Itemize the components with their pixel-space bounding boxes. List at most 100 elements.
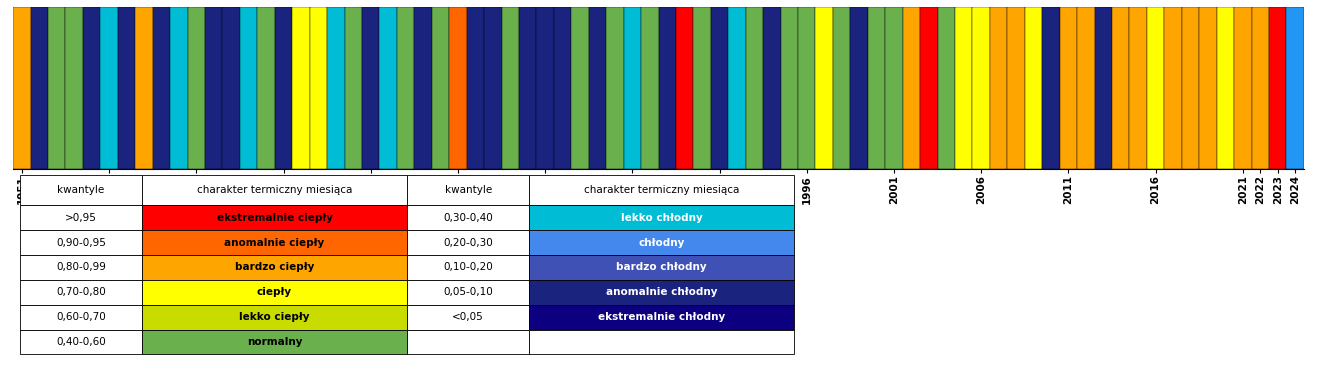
Text: anomalnie ciepły: anomalnie ciepły bbox=[224, 237, 325, 247]
Bar bbox=[693, 7, 711, 169]
Bar bbox=[13, 7, 30, 169]
Bar bbox=[257, 7, 275, 169]
Bar bbox=[1200, 7, 1217, 169]
Text: ekstremalnie ciepły: ekstremalnie ciepły bbox=[216, 213, 332, 223]
Bar bbox=[47, 7, 66, 169]
Bar bbox=[711, 7, 728, 169]
Bar bbox=[1181, 7, 1200, 169]
Bar bbox=[745, 7, 763, 169]
Bar bbox=[20, 305, 142, 329]
Bar bbox=[309, 7, 327, 169]
Text: kwantyle: kwantyle bbox=[445, 185, 491, 195]
Bar bbox=[885, 7, 902, 169]
Bar bbox=[20, 280, 142, 305]
Bar bbox=[519, 7, 536, 169]
Text: bardzo ciepły: bardzo ciepły bbox=[234, 262, 315, 272]
Bar bbox=[502, 7, 519, 169]
Bar bbox=[415, 7, 432, 169]
Bar bbox=[815, 7, 832, 169]
Bar bbox=[536, 7, 554, 169]
Bar bbox=[554, 7, 572, 169]
Bar bbox=[20, 329, 142, 354]
Bar bbox=[327, 7, 345, 169]
Text: 0,20-0,30: 0,20-0,30 bbox=[444, 237, 493, 247]
Bar bbox=[275, 7, 292, 169]
Bar bbox=[292, 7, 309, 169]
Bar bbox=[20, 175, 142, 205]
Bar bbox=[798, 7, 815, 169]
Bar bbox=[955, 7, 972, 169]
Bar bbox=[1094, 7, 1112, 169]
Text: 0,40-0,60: 0,40-0,60 bbox=[57, 337, 105, 347]
Text: charakter termiczny miesiąca: charakter termiczny miesiąca bbox=[196, 185, 352, 195]
Text: 0,05-0,10: 0,05-0,10 bbox=[444, 287, 493, 297]
Bar bbox=[832, 7, 851, 169]
Text: lekko chłodny: lekko chłodny bbox=[620, 213, 702, 223]
Bar bbox=[529, 255, 794, 280]
Bar bbox=[100, 7, 117, 169]
Bar bbox=[624, 7, 641, 169]
Text: 0,10-0,20: 0,10-0,20 bbox=[444, 262, 493, 272]
Bar bbox=[1234, 7, 1251, 169]
Bar bbox=[868, 7, 885, 169]
Bar bbox=[117, 7, 136, 169]
Bar bbox=[641, 7, 658, 169]
Bar bbox=[728, 7, 745, 169]
Bar bbox=[205, 7, 223, 169]
Bar bbox=[407, 175, 529, 205]
Bar bbox=[407, 280, 529, 305]
Bar bbox=[1025, 7, 1042, 169]
Bar bbox=[407, 305, 529, 329]
Text: 0,60-0,70: 0,60-0,70 bbox=[57, 312, 105, 322]
Bar bbox=[407, 329, 529, 354]
Text: 0,80-0,99: 0,80-0,99 bbox=[57, 262, 105, 272]
Bar bbox=[142, 255, 407, 280]
Bar bbox=[529, 305, 794, 329]
Bar bbox=[142, 230, 407, 255]
Bar bbox=[142, 205, 407, 230]
Bar bbox=[407, 255, 529, 280]
Bar bbox=[432, 7, 449, 169]
Bar bbox=[466, 7, 485, 169]
Bar bbox=[407, 230, 529, 255]
Bar bbox=[851, 7, 868, 169]
Bar bbox=[529, 329, 794, 354]
Bar bbox=[1042, 7, 1060, 169]
Bar bbox=[529, 205, 794, 230]
Bar bbox=[30, 7, 47, 169]
Bar bbox=[1147, 7, 1164, 169]
Bar bbox=[572, 7, 589, 169]
Bar bbox=[223, 7, 240, 169]
Bar bbox=[902, 7, 921, 169]
Text: lekko ciepły: lekko ciepły bbox=[240, 312, 309, 322]
Bar bbox=[1164, 7, 1181, 169]
Bar bbox=[142, 329, 407, 354]
Text: anomalnie chłodny: anomalnie chłodny bbox=[606, 287, 718, 297]
Bar bbox=[1008, 7, 1025, 169]
Text: chłodny: chłodny bbox=[639, 237, 685, 247]
Bar bbox=[763, 7, 781, 169]
Bar bbox=[379, 7, 396, 169]
Bar bbox=[20, 255, 142, 280]
Bar bbox=[407, 205, 529, 230]
Text: >0,95: >0,95 bbox=[65, 213, 97, 223]
Bar bbox=[938, 7, 955, 169]
Text: charakter termiczny miesiąca: charakter termiczny miesiąca bbox=[583, 185, 739, 195]
Text: <0,05: <0,05 bbox=[452, 312, 485, 322]
Text: 0,90-0,95: 0,90-0,95 bbox=[57, 237, 105, 247]
Text: normalny: normalny bbox=[246, 337, 303, 347]
Bar bbox=[676, 7, 693, 169]
Bar bbox=[529, 230, 794, 255]
Bar bbox=[345, 7, 362, 169]
Bar bbox=[658, 7, 676, 169]
Bar bbox=[153, 7, 170, 169]
Text: ciepły: ciepły bbox=[257, 287, 292, 297]
Text: 0,70-0,80: 0,70-0,80 bbox=[57, 287, 105, 297]
Bar bbox=[142, 305, 407, 329]
Bar bbox=[485, 7, 502, 169]
Bar bbox=[187, 7, 205, 169]
Bar bbox=[66, 7, 83, 169]
Bar bbox=[1112, 7, 1130, 169]
Text: bardzo chłodny: bardzo chłodny bbox=[616, 262, 707, 272]
Text: 0,30-0,40: 0,30-0,40 bbox=[444, 213, 493, 223]
